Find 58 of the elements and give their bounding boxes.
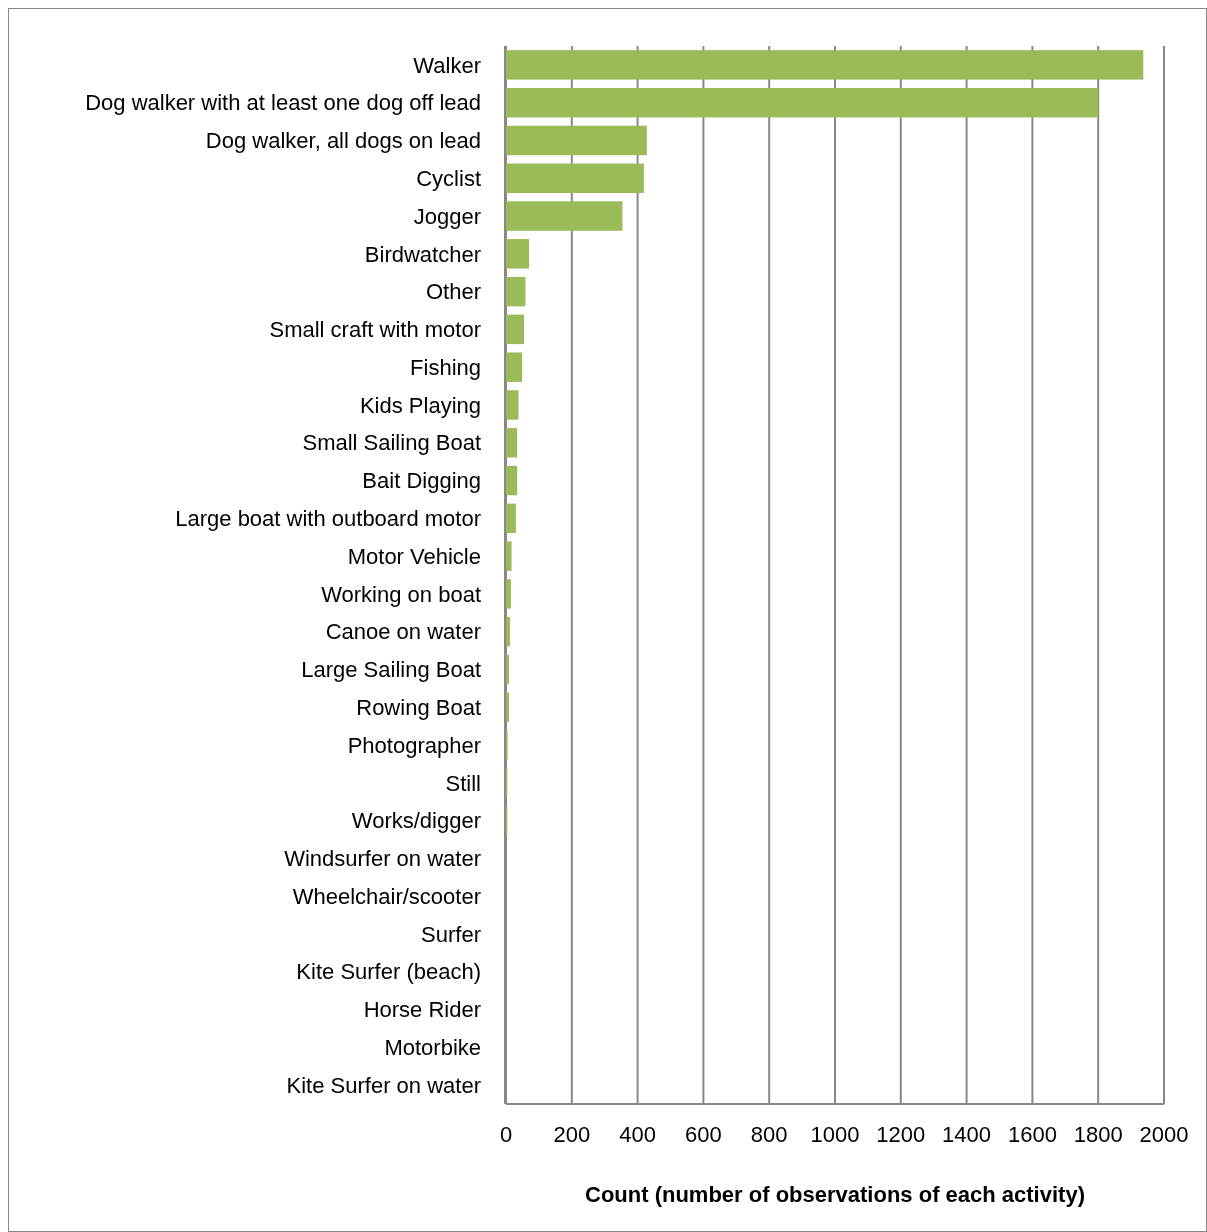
y-tick-label: Motorbike	[384, 1035, 481, 1061]
y-tick-label: Still	[445, 770, 481, 796]
x-tick-label: 1400	[942, 1122, 992, 1147]
y-tick-label: Dog walker with at least one dog off lead	[85, 90, 481, 116]
bar	[506, 692, 509, 722]
bar	[506, 87, 1099, 118]
y-tick-label: Dog walker, all dogs on lead	[205, 128, 481, 154]
y-tick-label: Jogger	[413, 203, 481, 229]
bar	[506, 276, 526, 307]
y-tick-label: Other	[425, 279, 481, 305]
y-tick-label: Birdwatcher	[364, 241, 481, 267]
y-tick-label: Photographer	[347, 732, 481, 758]
x-tick-label: 1200	[876, 1122, 926, 1147]
y-tick-label: Kite Surfer (beach)	[296, 959, 481, 985]
x-tick-label: 800	[750, 1122, 788, 1147]
y-tick-label: Windsurfer on water	[284, 846, 481, 872]
x-tick-label: 0	[499, 1122, 513, 1147]
bar	[506, 428, 518, 458]
y-tick-label: Kids Playing	[359, 392, 481, 418]
y-tick-label: Fishing	[410, 354, 481, 380]
y-tick-label: Walker	[413, 52, 481, 78]
y-tick-label: Working on boat	[321, 581, 481, 607]
x-axis-title: Count (number of observations of each activity)	[585, 1182, 1085, 1207]
bar	[506, 465, 518, 496]
bar	[506, 239, 530, 269]
y-tick-label: Rowing Boat	[356, 694, 481, 720]
y-tick-label: Surfer	[421, 921, 481, 947]
y-tick-label: Works/digger	[351, 808, 481, 834]
y-tick-label: Canoe on water	[325, 619, 481, 645]
x-tick-label: 400	[619, 1122, 656, 1147]
bar	[506, 390, 519, 420]
x-tick-label: 200	[553, 1122, 591, 1147]
y-tick-label: Wheelchair/scooter	[292, 883, 481, 909]
x-tick-label: 1000	[810, 1122, 860, 1147]
bar	[506, 654, 509, 685]
bar	[506, 616, 510, 647]
y-tick-label: Bait Digging	[362, 468, 481, 494]
bar	[506, 314, 525, 345]
y-tick-label: Cyclist	[416, 165, 481, 191]
bar	[506, 163, 644, 193]
x-tick-label: 1800	[1073, 1122, 1123, 1147]
y-tick-label: Small craft with motor	[269, 317, 481, 343]
bar	[506, 541, 512, 571]
y-tick-label: Small Sailing Boat	[302, 430, 481, 456]
y-tick-label: Kite Surfer on water	[286, 1072, 481, 1098]
bar	[506, 201, 623, 231]
y-tick-label: Horse Rider	[363, 997, 481, 1023]
y-tick-label: Large Sailing Boat	[301, 657, 481, 683]
bar	[506, 50, 1144, 80]
y-tick-label: Large boat with outboard motor	[175, 506, 481, 532]
bar	[506, 503, 516, 534]
bar	[506, 579, 511, 609]
x-tick-label: 1600	[1007, 1122, 1057, 1147]
y-tick-label: Motor Vehicle	[347, 543, 481, 569]
x-tick-label: 2000	[1139, 1122, 1189, 1147]
bar	[506, 352, 523, 382]
bar	[506, 125, 647, 156]
x-tick-label: 600	[685, 1122, 722, 1147]
